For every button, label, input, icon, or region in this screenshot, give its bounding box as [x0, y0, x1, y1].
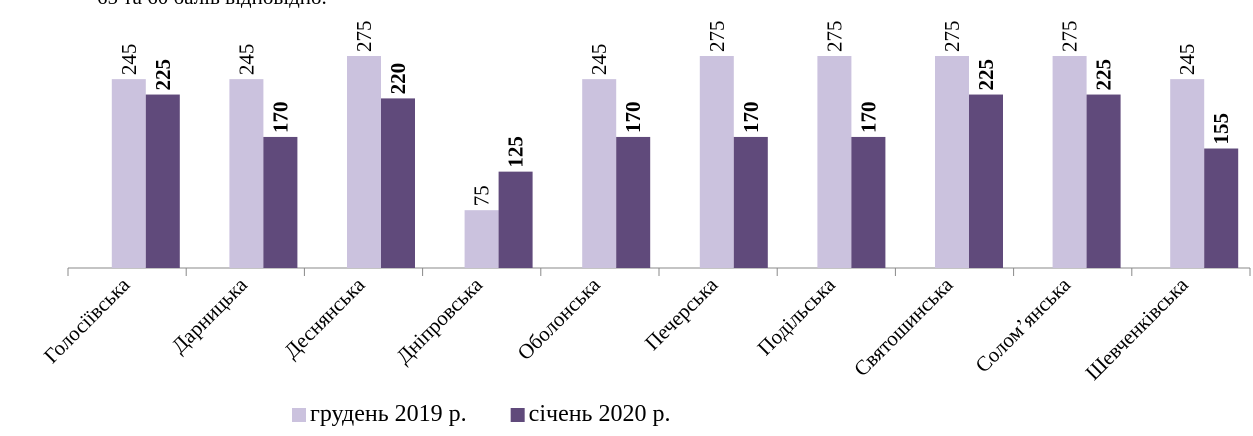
legend-swatch [510, 408, 525, 422]
x-tick-label: Шевченківська [1081, 272, 1194, 385]
value-label: 220 [386, 63, 410, 95]
value-label: 225 [974, 59, 998, 91]
bar [582, 79, 617, 268]
x-tick-label: Голосіївська [39, 272, 135, 368]
legend-label: грудень 2019 р. [310, 401, 467, 427]
bar [817, 56, 852, 268]
bar [498, 171, 533, 268]
x-tick-label: Дарницька [167, 272, 253, 358]
value-label: 75 [470, 185, 494, 206]
value-label: 155 [1209, 113, 1233, 145]
bar [464, 210, 499, 268]
value-label: 170 [268, 101, 292, 133]
bar [381, 98, 415, 269]
x-tick-label: Дніпровська [391, 272, 487, 368]
bar [969, 94, 1003, 268]
value-label: 245 [117, 44, 141, 76]
value-label: 225 [1092, 59, 1116, 91]
value-label: 275 [1058, 21, 1082, 53]
x-tick-label: Святошинська [849, 272, 958, 381]
bar [1086, 94, 1121, 268]
value-label: 275 [352, 21, 376, 53]
bar [263, 136, 298, 268]
value-label: 125 [504, 136, 528, 168]
value-label: 170 [856, 101, 880, 133]
bar [347, 56, 381, 268]
bar [733, 136, 768, 268]
note-fragment: 65 та 60 балів відповідно. [97, 0, 327, 9]
bar [111, 79, 146, 268]
bar [1204, 148, 1239, 268]
value-label: 245 [234, 44, 258, 76]
value-label: 170 [621, 101, 645, 133]
value-label: 245 [1175, 44, 1199, 76]
x-tick-label: Солом’янська [970, 272, 1075, 377]
value-label: 275 [822, 21, 846, 53]
value-label: 225 [151, 59, 175, 91]
bar [145, 94, 180, 268]
legend-label: січень 2020 р. [529, 401, 671, 427]
x-tick-label: Подільська [752, 272, 840, 360]
bar [616, 136, 651, 268]
value-label: 275 [940, 21, 964, 53]
value-label: 170 [739, 101, 763, 133]
x-tick-label: Деснянська [279, 272, 370, 363]
bar [699, 56, 734, 268]
x-tick-label: Оболонська [513, 272, 606, 365]
bar [1170, 79, 1205, 268]
value-label: 275 [705, 21, 729, 53]
value-label: 245 [587, 44, 611, 76]
bar [1052, 56, 1087, 268]
x-tick-label: Печерська [640, 272, 723, 355]
bar [229, 79, 264, 268]
bar [935, 56, 969, 268]
legend-swatch [292, 408, 306, 422]
bar [851, 136, 886, 268]
